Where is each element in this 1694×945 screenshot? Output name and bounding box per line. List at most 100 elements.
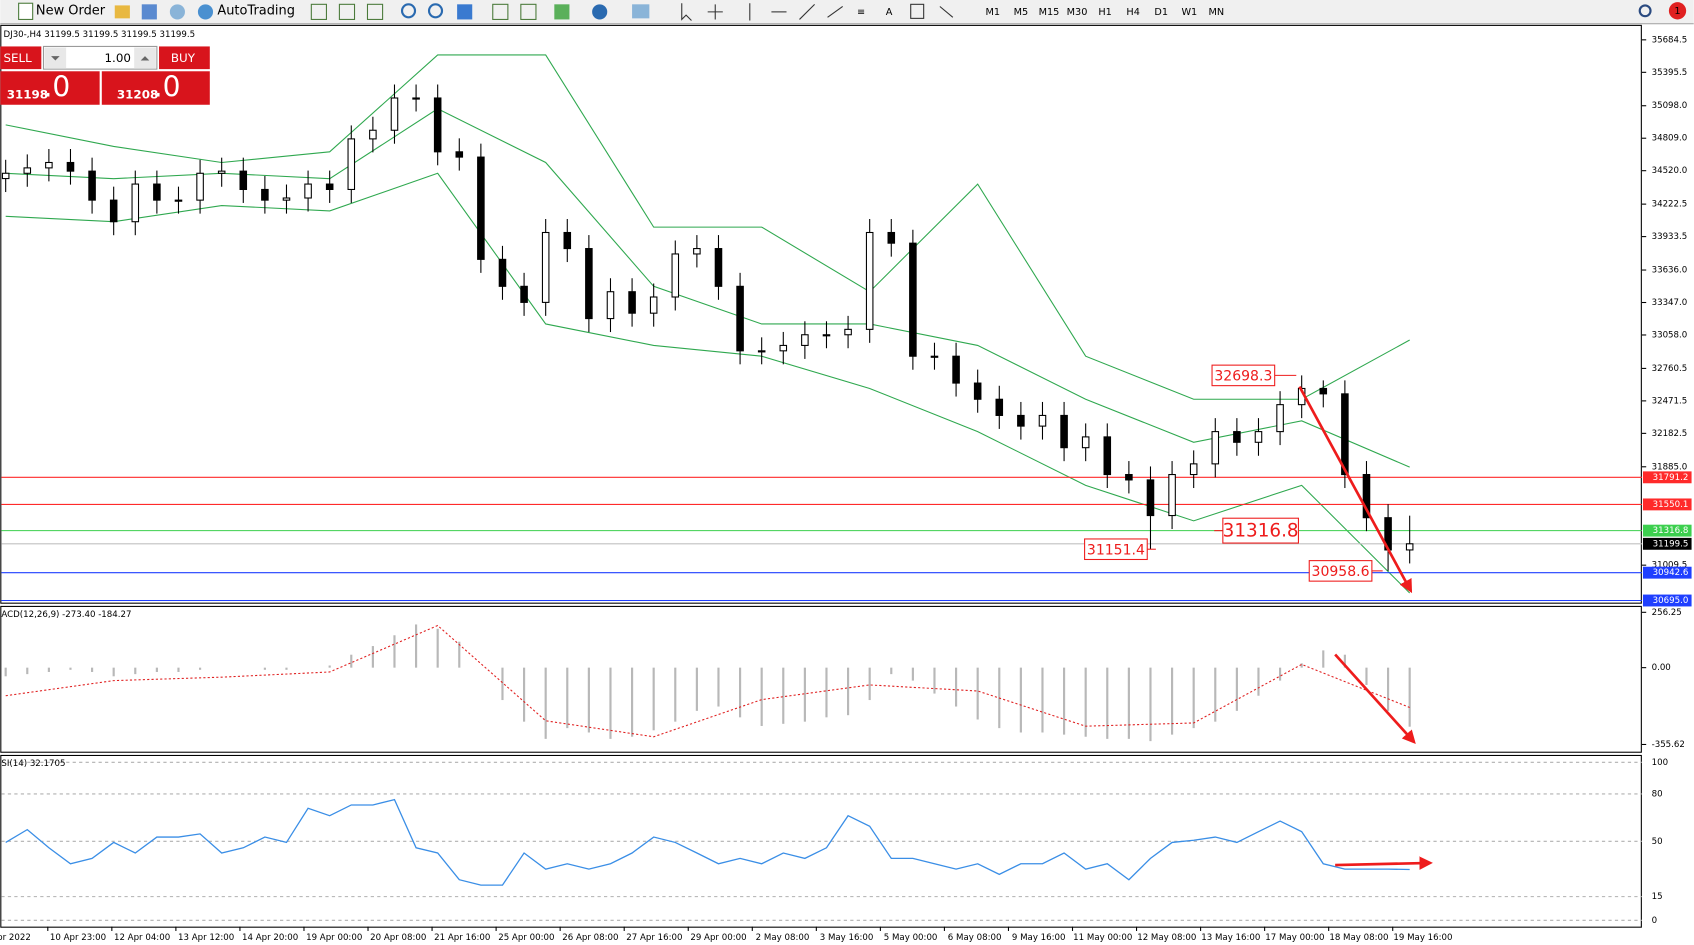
buy-button-bg[interactable] bbox=[159, 46, 210, 70]
candle-body bbox=[1362, 473, 1371, 519]
candle-body bbox=[88, 170, 96, 201]
svg-text:A: A bbox=[886, 7, 893, 18]
y-tick-label: 34520.0 bbox=[1652, 166, 1688, 176]
candle-body bbox=[347, 138, 356, 191]
candle-body bbox=[995, 398, 1004, 416]
rsi-chart: 100 80 50 15 0 bbox=[1, 758, 1668, 926]
candle-body bbox=[930, 355, 939, 358]
x-tick-label: 29 Apr 00:00 bbox=[690, 933, 746, 943]
timeframe-button[interactable]: M5 bbox=[1014, 7, 1029, 18]
candle-body bbox=[973, 382, 982, 400]
candle-body bbox=[325, 183, 334, 191]
candle-body bbox=[844, 328, 852, 336]
buy-price-fraction[interactable]: .0 bbox=[154, 71, 181, 104]
macd-label: ACD(12,26,9) -273.40 -184.27 bbox=[1, 610, 131, 620]
candle-body bbox=[1405, 543, 1414, 551]
level-label-bg bbox=[1642, 524, 1692, 537]
x-tick-label: 12 May 08:00 bbox=[1137, 933, 1196, 943]
candle-body bbox=[304, 183, 312, 199]
x-tick-label: 13 Apr 12:00 bbox=[178, 933, 234, 943]
candle-body bbox=[1211, 431, 1220, 465]
candle-body bbox=[736, 285, 744, 352]
candle-body bbox=[1254, 431, 1263, 443]
one-click-trading-panel bbox=[0, 45, 210, 105]
candle-body bbox=[1341, 393, 1349, 476]
buy-price-main[interactable]: 31208 bbox=[117, 88, 158, 102]
timeframe-button[interactable]: M15 bbox=[1039, 7, 1060, 18]
candle-body bbox=[628, 291, 636, 314]
rsi-line bbox=[5, 798, 1410, 886]
sell-button[interactable]: SELL bbox=[4, 51, 33, 65]
timeframe-button[interactable]: M1 bbox=[986, 7, 1001, 18]
candle-body bbox=[239, 170, 248, 191]
price-annotation: 31151.4 bbox=[1087, 542, 1145, 558]
new-order-button[interactable]: New Order bbox=[36, 3, 106, 18]
timeframe-button[interactable]: D1 bbox=[1154, 7, 1168, 18]
y-tick-label: 50 bbox=[1652, 837, 1663, 847]
candle-body bbox=[23, 167, 32, 174]
candle-body bbox=[498, 258, 507, 287]
x-tick-label: 14 Apr 20:00 bbox=[242, 933, 298, 943]
sell-price-box[interactable] bbox=[0, 71, 100, 105]
x-tick-label: 21 Apr 16:00 bbox=[434, 933, 490, 943]
y-tick-label: 32760.5 bbox=[1652, 364, 1688, 374]
y-tick-label: 34809.0 bbox=[1652, 134, 1688, 144]
candle-body bbox=[822, 334, 831, 337]
candle-body bbox=[757, 350, 766, 353]
x-tick-label: 19 Apr 00:00 bbox=[306, 933, 362, 943]
macd-chart: 256.25 0.00 -355.62 bbox=[4, 608, 1685, 750]
candle-body bbox=[671, 253, 680, 298]
y-tick-label: 32471.5 bbox=[1652, 396, 1688, 406]
level-label: 30695.0 bbox=[1653, 596, 1689, 606]
x-tick-label: 27 Apr 16:00 bbox=[626, 933, 682, 943]
candle-body bbox=[412, 97, 420, 100]
autotrading-button[interactable]: AutoTrading bbox=[217, 3, 295, 18]
level-label: 31199.5 bbox=[1653, 539, 1689, 549]
chart-header: DJ30-,H4 31199.5 31199.5 31199.5 31199.5 bbox=[4, 30, 196, 40]
timeframe-button[interactable]: M30 bbox=[1067, 7, 1088, 18]
x-tick-label: 2 May 08:00 bbox=[756, 933, 810, 943]
y-tick-label: -355.62 bbox=[1652, 740, 1685, 750]
candle-body bbox=[520, 285, 528, 303]
candle-body bbox=[585, 248, 593, 320]
candle-body bbox=[779, 344, 788, 352]
trend-arrow bbox=[1334, 653, 1416, 744]
notification-badge[interactable]: 1 bbox=[1674, 6, 1680, 17]
x-tick-label: 6 May 08:00 bbox=[948, 933, 1002, 943]
macd-panel bbox=[0, 605, 1642, 753]
candle-body bbox=[1146, 479, 1155, 517]
candle-body bbox=[1081, 436, 1090, 449]
volume-field[interactable] bbox=[42, 45, 158, 70]
timeframe-button[interactable]: H1 bbox=[1098, 7, 1111, 18]
y-tick-label: 33636.0 bbox=[1652, 266, 1688, 276]
buy-price-box[interactable] bbox=[101, 71, 210, 105]
y-tick-label: 33058.0 bbox=[1652, 330, 1688, 340]
candle-body bbox=[1038, 414, 1047, 427]
timeframe-button[interactable]: H4 bbox=[1126, 7, 1140, 18]
x-tick-label: 3 May 16:00 bbox=[820, 933, 874, 943]
y-tick-label: 0 bbox=[1652, 916, 1658, 926]
x-tick-label: 17 May 00:00 bbox=[1265, 933, 1324, 943]
candle-body bbox=[131, 183, 140, 223]
candle-body bbox=[45, 161, 53, 169]
candle-body bbox=[433, 97, 442, 153]
candle-body bbox=[261, 188, 269, 201]
candle-body bbox=[369, 129, 377, 140]
candle-body bbox=[714, 248, 723, 287]
candle-body bbox=[477, 156, 485, 260]
sell-price-fraction[interactable]: .0 bbox=[43, 71, 70, 104]
sell-button-bg[interactable] bbox=[0, 46, 42, 70]
timeframe-button[interactable]: W1 bbox=[1181, 7, 1197, 18]
level-label-bg bbox=[1642, 594, 1692, 607]
candle-body bbox=[153, 183, 161, 201]
y-tick-label: 0.00 bbox=[1652, 663, 1671, 673]
buy-button[interactable]: BUY bbox=[171, 51, 196, 65]
level-label-bg bbox=[1642, 537, 1692, 550]
y-tick-label: 80 bbox=[1652, 789, 1663, 799]
sell-price-main[interactable]: 31198 bbox=[7, 88, 48, 102]
volume-value[interactable]: 1.00 bbox=[105, 51, 131, 65]
candle-body bbox=[541, 231, 550, 303]
timeframe-button[interactable]: MN bbox=[1209, 7, 1225, 18]
x-tick-label: 25 Apr 00:00 bbox=[498, 933, 554, 943]
